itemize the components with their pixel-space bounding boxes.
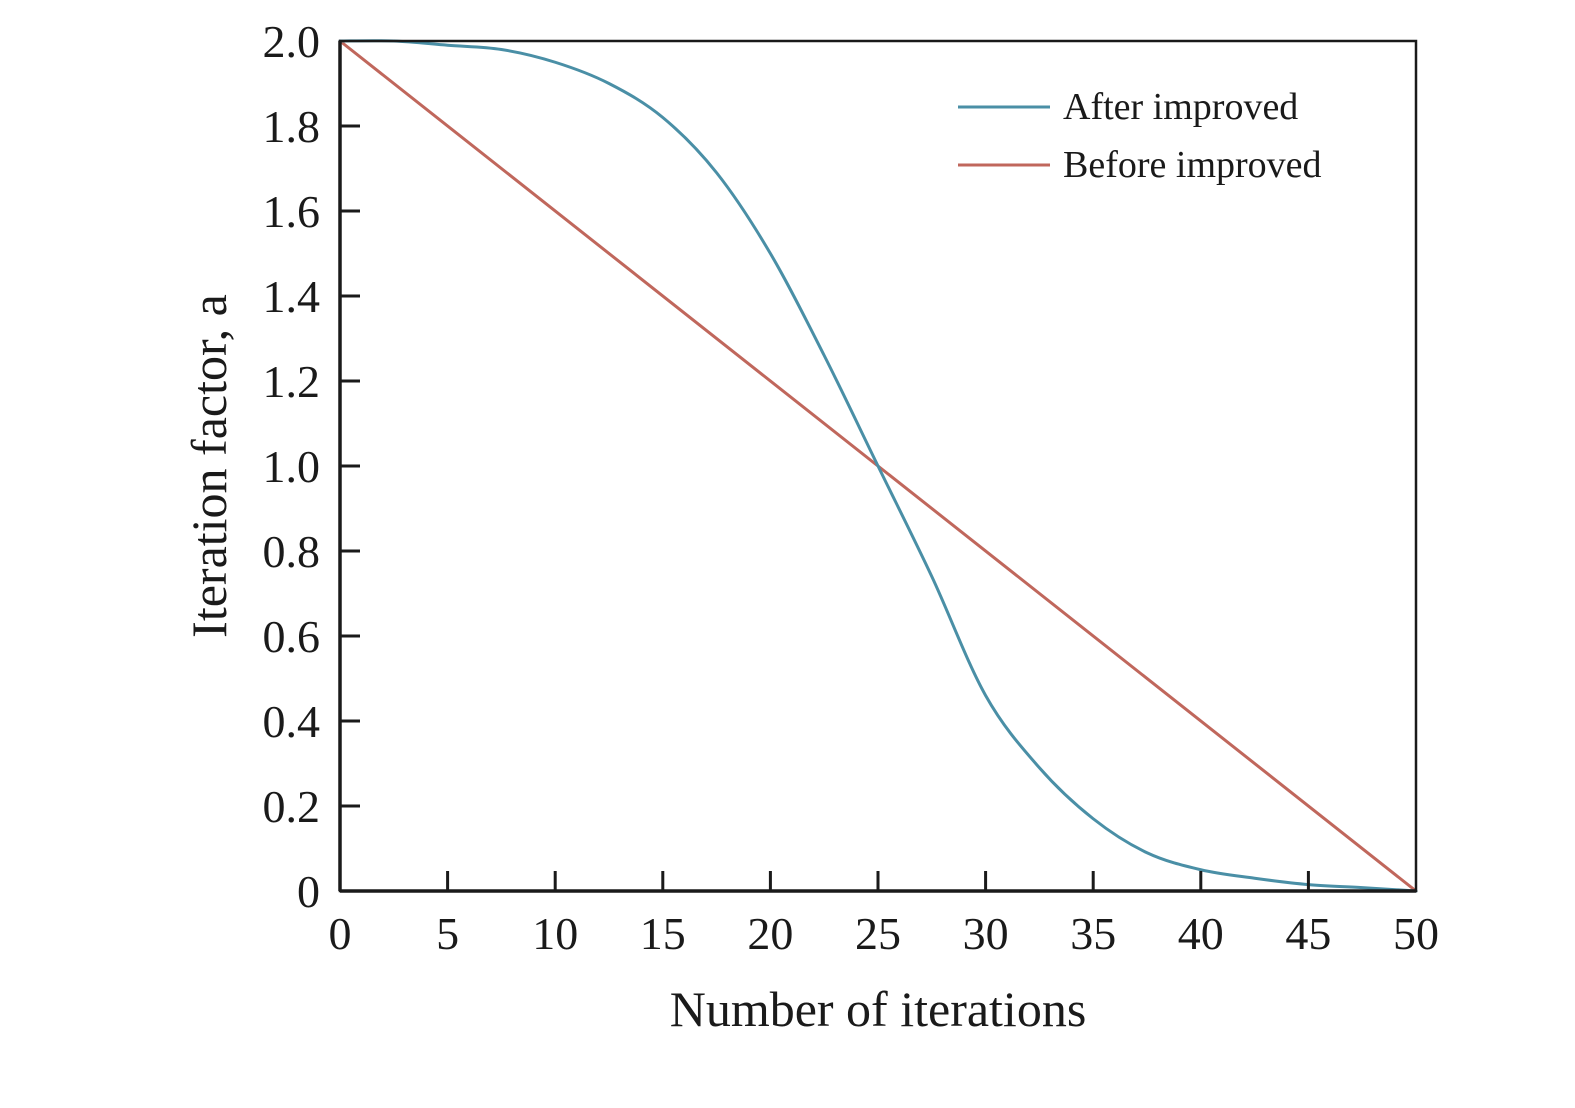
y-tick-label: 1.8 — [263, 101, 321, 152]
y-tick-label: 0.4 — [263, 696, 321, 747]
x-tick-label: 50 — [1393, 908, 1439, 959]
x-tick-label: 0 — [329, 908, 352, 959]
y-tick-label: 2.0 — [263, 16, 321, 67]
x-tick-label: 20 — [747, 908, 793, 959]
x-tick-label: 5 — [436, 908, 459, 959]
legend-label: Before improved — [1063, 144, 1322, 186]
x-tick-label: 45 — [1285, 908, 1331, 959]
y-tick-label: 0.6 — [263, 611, 321, 662]
x-tick-label: 15 — [640, 908, 686, 959]
y-tick-label: 0 — [297, 866, 320, 917]
x-axis-title: Number of iterations — [670, 981, 1087, 1037]
y-tick-label: 1.4 — [263, 271, 321, 322]
y-tick-label: 1.6 — [263, 186, 321, 237]
legend-label: After improved — [1063, 86, 1298, 128]
x-tick-label: 30 — [963, 908, 1009, 959]
y-tick-label: 0.8 — [263, 526, 321, 577]
y-tick-label: 1.2 — [263, 356, 321, 407]
plot-lines — [338, 39, 1418, 893]
y-tick-label: 0.2 — [263, 781, 321, 832]
y-axis-ticks: 0 0.2 0.4 0.6 0.8 1.0 1.2 1.4 1.6 1.8 2.0 — [263, 16, 360, 917]
legend: After improved Before improved — [958, 86, 1322, 186]
x-tick-label: 10 — [532, 908, 578, 959]
x-tick-label: 40 — [1178, 908, 1224, 959]
y-tick-label: 1.0 — [263, 441, 321, 492]
x-axis-ticks: 0 5 10 15 20 25 30 35 40 45 50 — [329, 871, 1439, 959]
series-line-after-improved — [338, 39, 1418, 893]
y-axis-title: Iteration factor, a — [181, 294, 237, 638]
legend-entry-before-improved: Before improved — [958, 144, 1322, 186]
x-tick-label: 25 — [855, 908, 901, 959]
legend-entry-after-improved: After improved — [958, 86, 1298, 128]
x-tick-label: 35 — [1070, 908, 1116, 959]
